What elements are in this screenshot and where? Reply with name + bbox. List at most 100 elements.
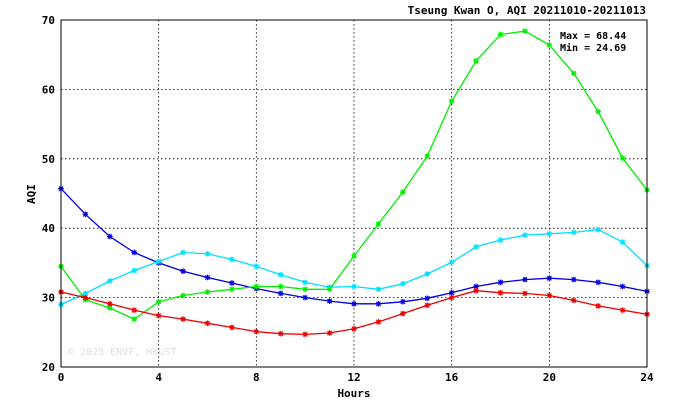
series-1-point [448, 289, 455, 296]
series-3-point [522, 28, 528, 34]
marker-stroke [351, 326, 357, 332]
series-3-point [253, 283, 260, 290]
y-tick-label: 40 [42, 222, 55, 235]
x-tick-label: 8 [253, 371, 260, 384]
series-4-point [302, 331, 308, 338]
series-1-point [82, 211, 89, 218]
marker-stroke [546, 292, 552, 299]
series-2-point [351, 283, 357, 290]
marker-stroke [449, 98, 455, 104]
series-1-point [302, 294, 308, 301]
series-2-point [277, 271, 284, 278]
series-2-point [155, 258, 162, 265]
series-1-point [522, 276, 528, 283]
marker-stroke [229, 286, 235, 292]
tick-layer: 0 4 8 12 16 20 24 20 30 40 50 60 70 [42, 14, 654, 384]
series-1-point [570, 276, 577, 283]
series-1-point [326, 298, 333, 304]
marker-stroke [620, 155, 626, 161]
series-3-point [229, 286, 235, 293]
marker-stroke [278, 283, 284, 290]
series-4-point [570, 297, 577, 304]
x-axis-label: Hours [337, 387, 370, 400]
series-2-point [180, 249, 186, 256]
marker-stroke [620, 239, 626, 245]
y-tick-label: 70 [42, 14, 55, 27]
marker-stroke [229, 256, 235, 262]
marker-stroke [180, 268, 186, 274]
marker-stroke [131, 316, 137, 322]
watermark-layer: © 2025 ENVF, HKUST [68, 347, 176, 358]
series-1-point [351, 301, 357, 307]
marker-stroke [497, 290, 504, 296]
marker-stroke [253, 263, 259, 269]
marker-stroke [400, 189, 406, 195]
marker-stroke [473, 244, 479, 250]
series-2-point [229, 256, 235, 263]
marker-stroke [571, 70, 577, 76]
marker-stroke [497, 32, 504, 38]
marker-stroke [473, 288, 479, 294]
marker-stroke [497, 237, 504, 243]
series-3-point [204, 289, 211, 295]
series-3-point [277, 283, 284, 290]
marker-stroke [424, 153, 430, 159]
marker-stroke [278, 290, 284, 296]
marker-stroke [82, 295, 88, 301]
series-3-point [351, 253, 357, 259]
marker-stroke [424, 271, 430, 277]
stat-max: Max = 68.44 [560, 31, 626, 42]
marker-stroke [424, 295, 430, 301]
series-1-point [424, 295, 431, 302]
marker-stroke [229, 324, 235, 330]
series-4-point [400, 310, 406, 317]
marker-stroke [204, 320, 211, 326]
marker-stroke [595, 303, 601, 309]
marker-stroke [327, 330, 333, 336]
marker-stroke [473, 58, 479, 64]
series-4-point [326, 330, 333, 336]
series-4-point [448, 294, 455, 301]
marker-stroke [522, 290, 528, 296]
series-3-point [155, 298, 162, 305]
series-2-point [522, 232, 528, 238]
marker-stroke [473, 283, 479, 290]
marker-stroke [131, 307, 137, 313]
series-2-point [595, 226, 601, 233]
series-3-point [424, 153, 431, 159]
marker-stroke [278, 272, 284, 278]
marker-stroke [595, 227, 601, 233]
series-2-point [375, 286, 382, 293]
series-2-point [253, 263, 260, 270]
series-4-point [180, 316, 186, 322]
series-1-point [595, 279, 601, 286]
series-4-point [473, 287, 479, 294]
series-3-point [375, 221, 382, 227]
marker-stroke [424, 302, 430, 308]
series-2-point [107, 278, 113, 284]
series-3-point [546, 42, 553, 48]
marker-stroke [156, 258, 162, 265]
series-1-point [277, 290, 284, 297]
series-1-point [546, 275, 553, 281]
series-2-point [473, 244, 479, 250]
series-2-point [448, 259, 455, 266]
marker-stroke [327, 286, 333, 292]
marker-stroke [522, 232, 528, 238]
marker-stroke [107, 301, 113, 307]
marker-stroke [522, 28, 528, 34]
series-1-point [107, 233, 113, 240]
marker-stroke [375, 286, 381, 292]
x-tick-label: 0 [58, 371, 65, 384]
series-4-point [497, 289, 504, 296]
series-4-point [375, 319, 382, 325]
marker-stroke [180, 316, 186, 322]
marker-stroke [375, 301, 381, 307]
marker-stroke [449, 295, 455, 301]
series-3-point [473, 58, 479, 64]
series-2-point [400, 280, 406, 287]
series-3-point [302, 286, 308, 293]
series-3-point [326, 286, 333, 293]
y-tick-label: 50 [42, 153, 55, 166]
series-line-3 [60, 30, 648, 320]
